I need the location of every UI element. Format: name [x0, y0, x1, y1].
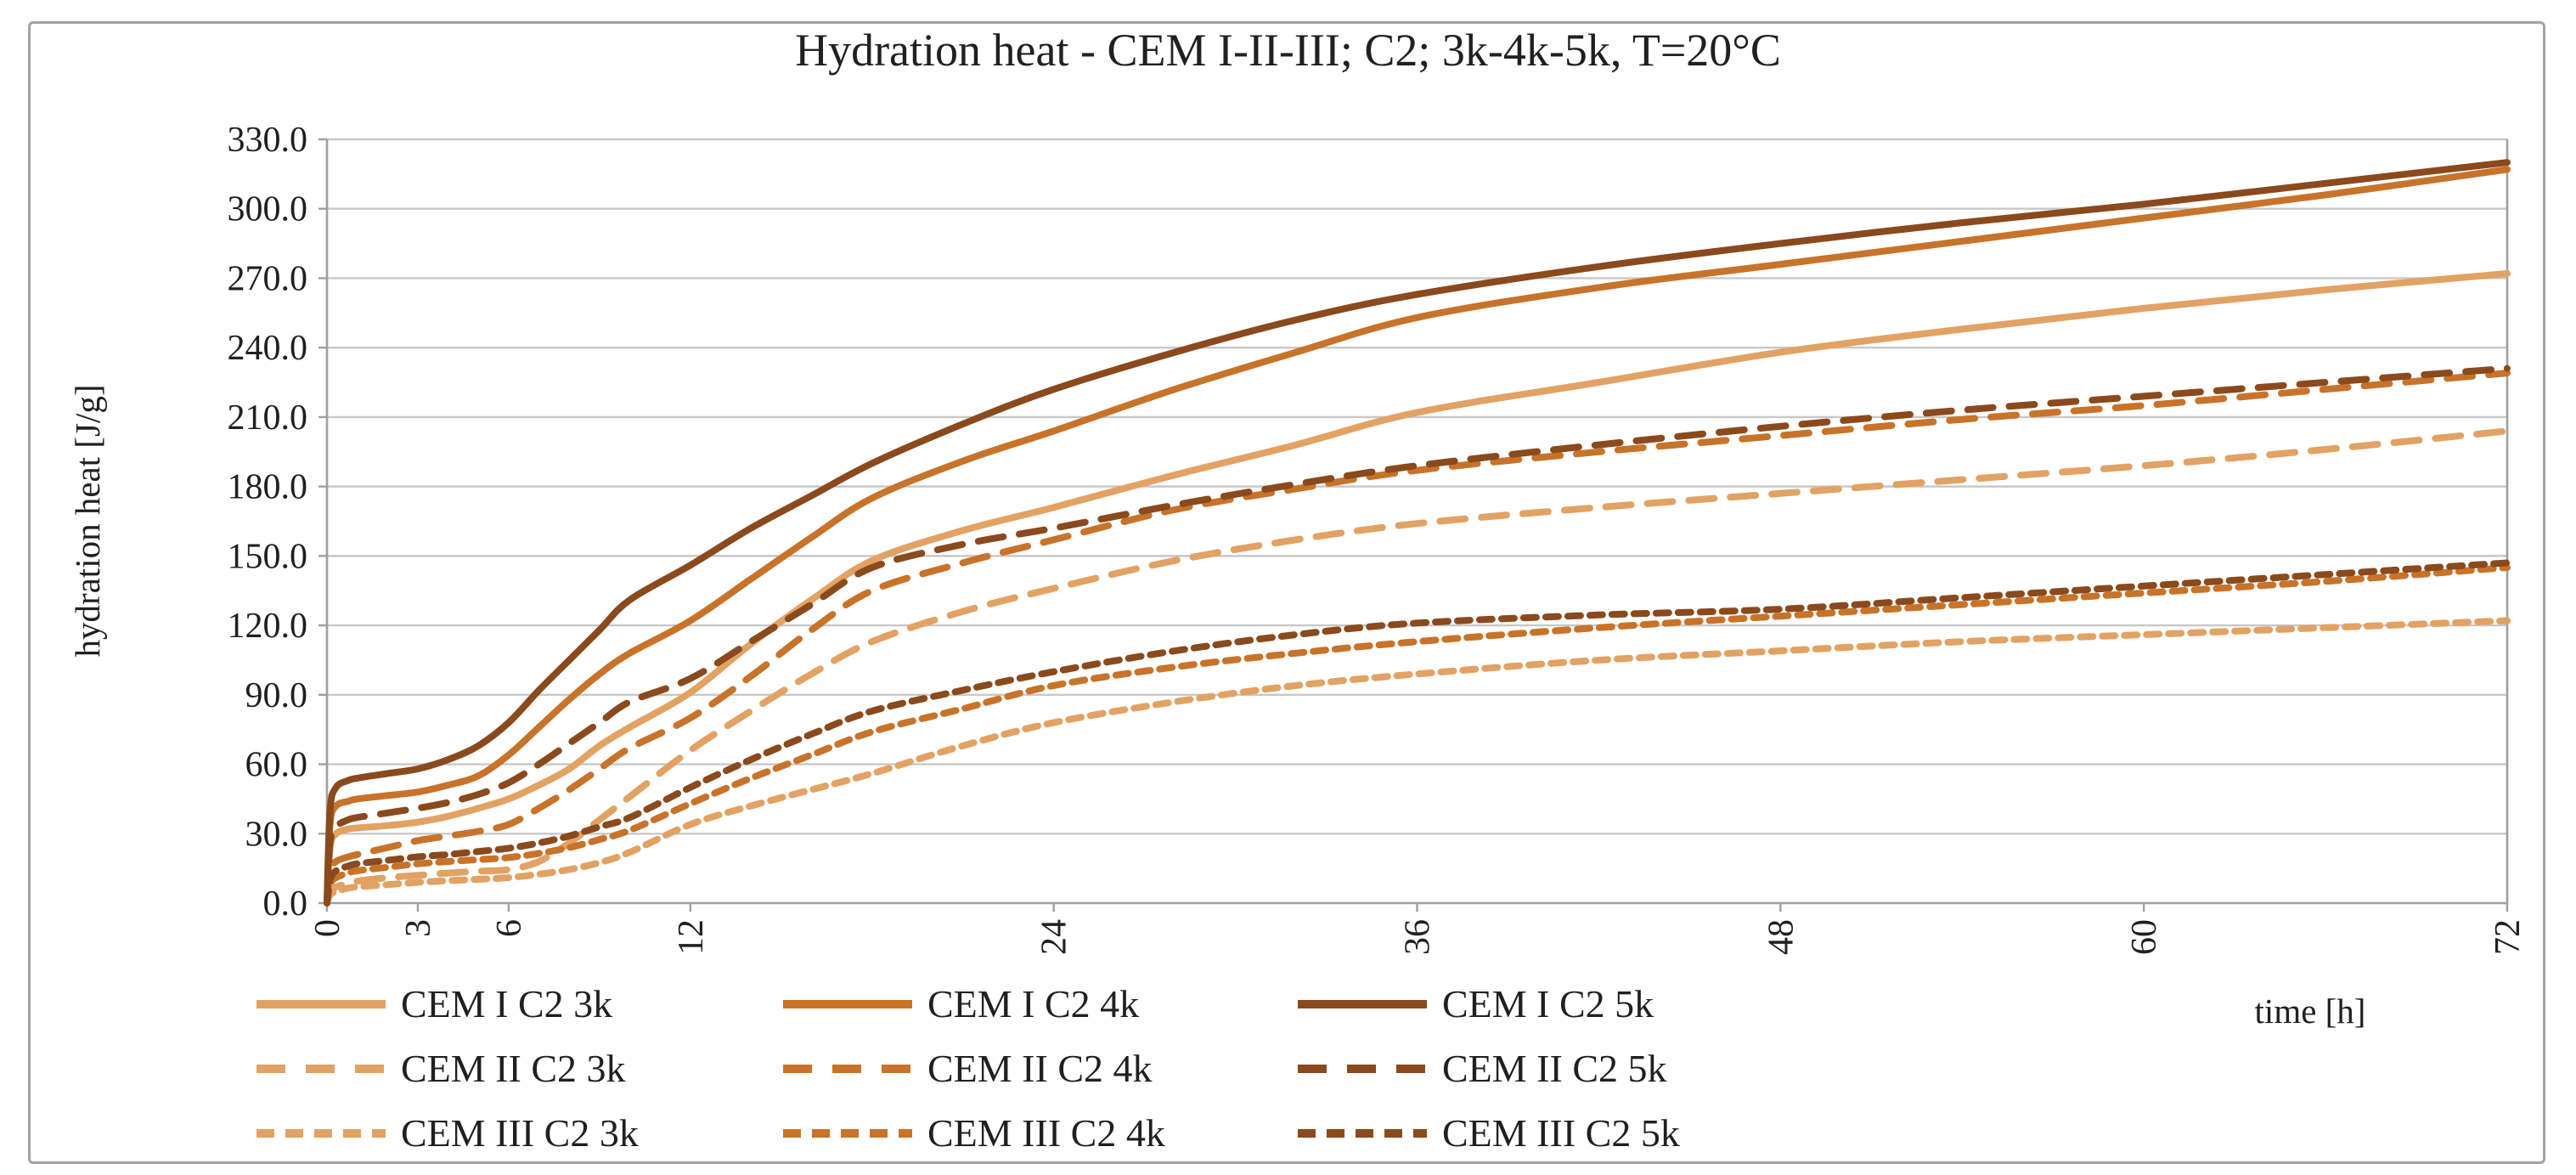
- x-tick-label-48: 48: [1761, 919, 1801, 955]
- legend-label-cem-iii-c2-3k: CEM III C2 3k: [401, 1111, 639, 1155]
- x-axis-title: time [h]: [2254, 991, 2366, 1031]
- x-tick-label-24: 24: [1035, 919, 1074, 955]
- legend-label-cem-i-c2-4k: CEM I C2 4k: [927, 982, 1139, 1025]
- legend-label-cem-ii-c2-4k: CEM II C2 4k: [927, 1047, 1153, 1090]
- y-tick-label-90.0: 90.0: [245, 676, 308, 715]
- x-tick-label-60: 60: [2125, 919, 2164, 955]
- y-tick-label-180.0: 180.0: [228, 468, 308, 507]
- y-tick-label-120.0: 120.0: [228, 607, 308, 646]
- legend-label-cem-iii-c2-5k: CEM III C2 5k: [1442, 1111, 1680, 1155]
- series-line-cem-i-c2-4k: [324, 166, 2511, 907]
- x-tick-label-72: 72: [2489, 919, 2528, 955]
- series-line-cem-i-c2-5k: [324, 159, 2511, 907]
- legend-label-cem-i-c2-5k: CEM I C2 5k: [1442, 982, 1654, 1025]
- x-tick-label-36: 36: [1399, 919, 1438, 955]
- y-tick-label-0.0: 0.0: [263, 884, 308, 924]
- y-tick-label-60.0: 60.0: [245, 746, 308, 785]
- series-line-cem-ii-c2-4k: [324, 370, 2511, 907]
- series-line-cem-iii-c2-3k: [324, 617, 2511, 907]
- legend-label-cem-iii-c2-4k: CEM III C2 4k: [927, 1111, 1165, 1155]
- y-tick-label-210.0: 210.0: [228, 398, 308, 438]
- legend-label-cem-ii-c2-5k: CEM II C2 5k: [1442, 1047, 1667, 1090]
- x-tick-label-3: 3: [399, 919, 438, 937]
- series-line-cem-iii-c2-4k: [324, 564, 2511, 907]
- figure-border: [28, 21, 2545, 1164]
- series-line-cem-ii-c2-5k: [324, 364, 2511, 907]
- x-tick-label-0: 0: [308, 919, 347, 937]
- x-tick-label-6: 6: [490, 919, 529, 937]
- y-tick-label-330.0: 330.0: [228, 121, 308, 160]
- y-tick-label-300.0: 300.0: [228, 190, 308, 229]
- y-tick-label-270.0: 270.0: [228, 259, 308, 298]
- chart-title: Hydration heat - CEM I-II-III; C2; 3k-4k…: [795, 25, 1781, 76]
- series-line-cem-i-c2-3k: [324, 270, 2511, 907]
- y-tick-label-30.0: 30.0: [245, 815, 308, 854]
- series-line-cem-iii-c2-5k: [324, 559, 2511, 907]
- y-tick-label-240.0: 240.0: [228, 329, 308, 368]
- legend-label-cem-i-c2-3k: CEM I C2 3k: [401, 982, 612, 1025]
- x-tick-label-12: 12: [672, 919, 711, 955]
- legend-label-cem-ii-c2-3k: CEM II C2 3k: [401, 1047, 626, 1090]
- series-line-cem-ii-c2-3k: [324, 427, 2511, 907]
- y-tick-label-150.0: 150.0: [228, 537, 308, 576]
